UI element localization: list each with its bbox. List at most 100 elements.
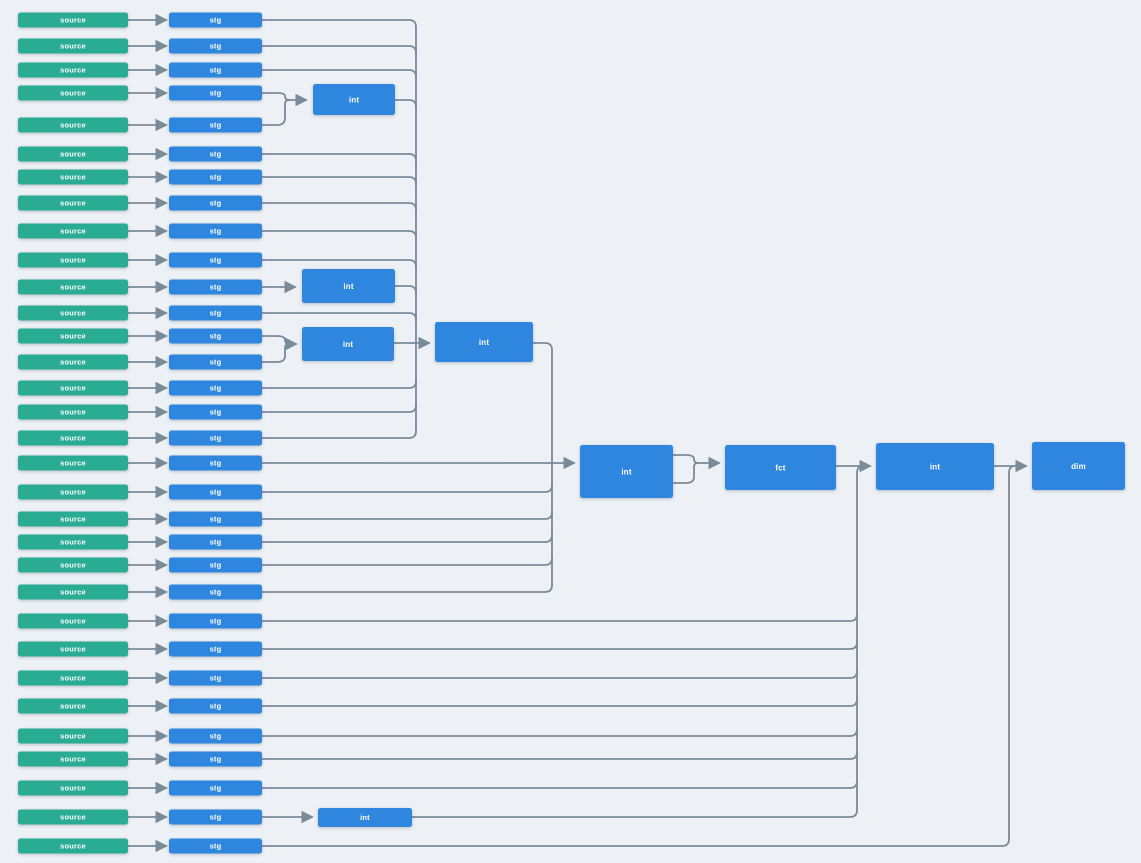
edge-int-5-to-fct: [672, 454, 699, 464]
node-source-19[interactable]: source: [18, 484, 128, 500]
node-stg-29[interactable]: stg: [169, 751, 262, 767]
node-source-29[interactable]: source: [18, 751, 128, 767]
node-stg-9[interactable]: stg: [169, 223, 262, 239]
svg-text:stg: stg: [210, 66, 222, 75]
node-int-3[interactable]: int: [302, 327, 394, 361]
node-stg-21[interactable]: stg: [169, 534, 262, 550]
node-stg-10[interactable]: stg: [169, 252, 262, 268]
node-stg-26[interactable]: stg: [169, 670, 262, 686]
edge-stg-16-to-trunk-b: [261, 404, 417, 413]
node-source-2[interactable]: source: [18, 38, 128, 54]
node-stg-20[interactable]: stg: [169, 511, 262, 527]
node-stg-13[interactable]: stg: [169, 328, 262, 344]
node-int-2[interactable]: int: [302, 269, 395, 303]
node-stg-25[interactable]: stg: [169, 641, 262, 657]
node-dim[interactable]: dim: [1032, 442, 1125, 490]
svg-text:int: int: [621, 467, 632, 476]
node-stg-1[interactable]: stg: [169, 12, 262, 28]
node-source-6[interactable]: source: [18, 146, 128, 162]
node-source-14[interactable]: source: [18, 354, 128, 370]
edge-stg-9-to-trunk-b: [261, 230, 417, 239]
svg-text:source: source: [60, 732, 86, 741]
node-stg-7[interactable]: stg: [169, 169, 262, 185]
svg-text:source: source: [60, 66, 86, 75]
svg-text:stg: stg: [210, 384, 222, 393]
node-source-32[interactable]: source: [18, 838, 128, 854]
node-source-8[interactable]: source: [18, 195, 128, 211]
edge-stg-14-to-int-3: [261, 343, 290, 363]
node-source-25[interactable]: source: [18, 641, 128, 657]
node-stg-8[interactable]: stg: [169, 195, 262, 211]
svg-text:stg: stg: [210, 538, 222, 547]
node-stg-31[interactable]: stg: [169, 809, 262, 825]
node-source-3[interactable]: source: [18, 62, 128, 78]
node-source-5[interactable]: source: [18, 117, 128, 133]
edge-stg-23-to-trunk-d: [261, 584, 553, 593]
node-source-23[interactable]: source: [18, 584, 128, 600]
svg-text:int: int: [343, 282, 354, 291]
svg-text:stg: stg: [210, 89, 222, 98]
node-source-1[interactable]: source: [18, 12, 128, 28]
node-source-12[interactable]: source: [18, 305, 128, 321]
svg-text:source: source: [60, 227, 86, 236]
node-source-17[interactable]: source: [18, 430, 128, 446]
svg-text:source: source: [60, 283, 86, 292]
node-source-27[interactable]: source: [18, 698, 128, 714]
node-stg-6[interactable]: stg: [169, 146, 262, 162]
node-stg-3[interactable]: stg: [169, 62, 262, 78]
node-stg-5[interactable]: stg: [169, 117, 262, 133]
node-stg-24[interactable]: stg: [169, 613, 262, 629]
node-stg-32[interactable]: stg: [169, 838, 262, 854]
node-source-9[interactable]: source: [18, 223, 128, 239]
node-source-4[interactable]: source: [18, 85, 128, 101]
node-source-21[interactable]: source: [18, 534, 128, 550]
node-int-7[interactable]: int: [318, 808, 412, 827]
node-int-4[interactable]: int: [435, 322, 533, 362]
edge-stg-7-to-trunk-b: [261, 176, 417, 185]
node-source-30[interactable]: source: [18, 780, 128, 796]
node-source-20[interactable]: source: [18, 511, 128, 527]
svg-text:source: source: [60, 434, 86, 443]
svg-text:stg: stg: [210, 488, 222, 497]
svg-text:source: source: [60, 588, 86, 597]
svg-text:int: int: [930, 462, 941, 471]
node-stg-23[interactable]: stg: [169, 584, 262, 600]
node-stg-2[interactable]: stg: [169, 38, 262, 54]
node-stg-14[interactable]: stg: [169, 354, 262, 370]
node-source-11[interactable]: source: [18, 279, 128, 295]
node-stg-16[interactable]: stg: [169, 404, 262, 420]
node-source-18[interactable]: source: [18, 455, 128, 471]
svg-text:source: source: [60, 89, 86, 98]
node-stg-15[interactable]: stg: [169, 380, 262, 396]
node-stg-27[interactable]: stg: [169, 698, 262, 714]
node-source-22[interactable]: source: [18, 557, 128, 573]
svg-text:stg: stg: [210, 459, 222, 468]
node-fct[interactable]: fct: [725, 445, 836, 490]
svg-text:source: source: [60, 16, 86, 25]
node-source-7[interactable]: source: [18, 169, 128, 185]
edge-trunk-c-to-dim: [1008, 465, 1016, 840]
node-stg-28[interactable]: stg: [169, 728, 262, 744]
edge-stg-29-to-trunk-a: [261, 751, 858, 760]
edge-stg-30-to-trunk-a: [261, 780, 858, 789]
node-source-24[interactable]: source: [18, 613, 128, 629]
node-stg-12[interactable]: stg: [169, 305, 262, 321]
node-source-16[interactable]: source: [18, 404, 128, 420]
node-stg-17[interactable]: stg: [169, 430, 262, 446]
node-stg-4[interactable]: stg: [169, 85, 262, 101]
node-stg-11[interactable]: stg: [169, 279, 262, 295]
node-source-31[interactable]: source: [18, 809, 128, 825]
node-source-10[interactable]: source: [18, 252, 128, 268]
node-source-15[interactable]: source: [18, 380, 128, 396]
node-stg-22[interactable]: stg: [169, 557, 262, 573]
node-source-13[interactable]: source: [18, 328, 128, 344]
node-stg-30[interactable]: stg: [169, 780, 262, 796]
node-stg-19[interactable]: stg: [169, 484, 262, 500]
node-source-28[interactable]: source: [18, 728, 128, 744]
node-int-5[interactable]: int: [580, 445, 673, 498]
node-int-1[interactable]: int: [313, 84, 395, 115]
node-int-6[interactable]: int: [876, 443, 994, 490]
node-source-26[interactable]: source: [18, 670, 128, 686]
node-stg-18[interactable]: stg: [169, 455, 262, 471]
